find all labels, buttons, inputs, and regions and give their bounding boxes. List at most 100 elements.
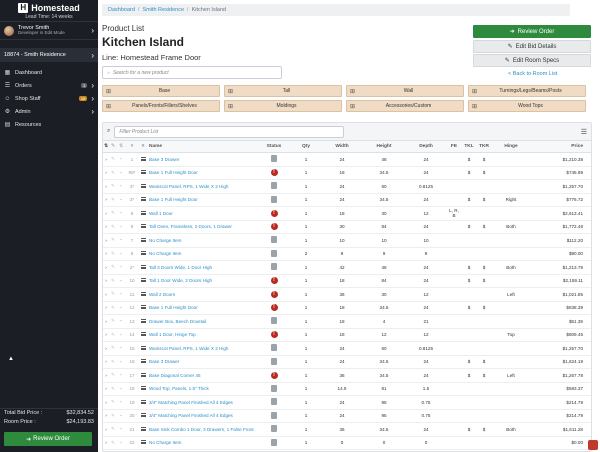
edit-icon[interactable]: ✎ [109, 399, 117, 405]
menu-icon[interactable] [139, 440, 147, 445]
warning-icon[interactable]: ! [271, 223, 278, 230]
edit-icon[interactable]: ✎ [109, 345, 117, 351]
table-row[interactable]: › ✎ ⌁ 19 3/4" Matching Panel Finished All 4 … [103, 396, 591, 410]
link-icon[interactable]: ⌁ [117, 345, 125, 351]
product-name-link[interactable]: Base 3 Drawer [147, 157, 257, 162]
menu-icon[interactable] [139, 170, 147, 175]
project-selector[interactable]: 18874 - Smith Residence › [0, 48, 98, 62]
edit-icon[interactable]: ✎ [109, 170, 117, 176]
product-name-link[interactable]: Wainscot Panel, RPS, 1 Wide X 2 High [147, 346, 257, 351]
category-wall[interactable]: ⊞ Wall [346, 85, 464, 97]
warning-icon[interactable]: ! [271, 169, 278, 176]
category-moldings[interactable]: ⊞ Moldings [224, 100, 342, 112]
table-row[interactable]: › ✎ ⌁ 17 Base Diagonal Corner 45! 1 36 34.5 24 $ $… [103, 369, 591, 383]
sidebar-review-order-button[interactable]: ➜ Review Order [4, 432, 92, 446]
menu-icon[interactable] [139, 184, 147, 189]
menu-icon[interactable] [139, 157, 147, 162]
menu-icon[interactable] [139, 332, 147, 337]
link-icon[interactable]: ⌁ [117, 426, 125, 432]
link-icon[interactable]: ⌁ [117, 156, 125, 162]
edit-icon[interactable]: ✎ [109, 291, 117, 297]
product-name-link[interactable]: Tall 1 Door Wide, 2 Doors High [147, 278, 257, 283]
table-row[interactable]: › ✎ ⌁ 8 No Charge Item 2 9 9 9 $90.00 [103, 248, 591, 262]
sidebar-item-dashboard[interactable]: ▦ Dashboard [0, 66, 98, 79]
caret-up-icon[interactable]: ▲ [8, 356, 14, 362]
menu-icon[interactable] [139, 224, 147, 229]
document-icon[interactable] [271, 412, 277, 419]
col-name[interactable]: Name [147, 144, 257, 149]
product-name-link[interactable]: Base 1 Full Height Door [147, 197, 257, 202]
table-row[interactable]: › ✎ ⌁ 18 Wood Top, Panels, 1.5" Thick 1 14.5 81… [103, 383, 591, 397]
edit-icon[interactable]: ✎ [109, 386, 117, 392]
col-tkr[interactable]: TKR [477, 144, 491, 149]
table-row[interactable]: › ✎ ⌁ 3* Base 1 Full Height Door 1 24 34.5 24 $ $ R… [103, 194, 591, 208]
filter-product-list-input[interactable]: Filter Product List [114, 126, 344, 138]
product-name-link[interactable]: 3/4" Matching Panel Finished All 4 Edges [147, 413, 257, 418]
table-row[interactable]: › ✎ ⌁ 5 Wall 1 Door! 1 18 30 12 L, R, B $2,613.41 [103, 207, 591, 221]
table-row[interactable]: › ✎ ⌁ 6 Tall Oven, Frameless, 2 Doors, 1 Dra… [103, 221, 591, 235]
document-icon[interactable] [271, 317, 277, 324]
col-qty[interactable]: Qty [291, 144, 321, 149]
category-accessories-custom[interactable]: ⊞ Accessories/Custom [346, 100, 464, 112]
edit-icon[interactable]: ✎ [109, 305, 117, 311]
menu-icon[interactable] [139, 427, 147, 432]
product-name-link[interactable]: Base 1 Full Height Door [147, 170, 257, 175]
col-depth[interactable]: Depth [405, 144, 447, 149]
menu-icon[interactable] [139, 211, 147, 216]
edit-icon[interactable]: ✎ [109, 156, 117, 162]
document-icon[interactable] [271, 196, 277, 203]
product-name-link[interactable]: 3/4" Matching Panel Finished All 4 Edges [147, 400, 257, 405]
link-icon[interactable]: ⌁ [117, 332, 125, 338]
table-row[interactable]: › ✎ ⌁ 20 3/4" Matching Panel Finished All 4 … [103, 410, 591, 424]
product-name-link[interactable]: Drawer Box, Beech Dovetail [147, 319, 257, 324]
menu-icon[interactable] [139, 319, 147, 324]
breadcrumb-residence[interactable]: Smith Residence [142, 7, 184, 13]
table-row[interactable]: › ✎ ⌁ 21 Base Sink Combo 1 Door, 3 Drawers, … [103, 423, 591, 437]
link-icon[interactable]: ⌁ [117, 386, 125, 392]
product-name-link[interactable]: No Charge Item [147, 440, 257, 445]
edit-icon[interactable]: ✎ [109, 278, 117, 284]
link-icon[interactable]: ⌁ [117, 170, 125, 176]
warning-icon[interactable]: ! [271, 331, 278, 338]
table-row[interactable]: › ✎ ⌁ 2* Tall 3 Doors Wide, 1 Door High 1 42 48… [103, 261, 591, 275]
menu-icon[interactable] [139, 386, 147, 391]
category-tall[interactable]: ⊞ Tall [224, 85, 342, 97]
product-name-link[interactable]: Wall 1 Door [147, 211, 257, 216]
document-icon[interactable] [271, 263, 277, 270]
warning-icon[interactable]: ! [271, 291, 278, 298]
document-icon[interactable] [271, 398, 277, 405]
edit-icon[interactable]: ✎ [109, 359, 117, 365]
category-wood-tops[interactable]: ⊞ Wood Tops [468, 100, 586, 112]
sidebar-item-orders[interactable]: ☰ Orders 3 › [0, 79, 98, 92]
table-row[interactable]: › ✎ ⌁ 11 Wall 2 Doors! 1 36 30 12 Left $1,021.85 [103, 288, 591, 302]
product-name-link[interactable]: Wall 2 Doors [147, 292, 257, 297]
product-name-link[interactable]: Base Sink Combo 1 Door, 3 Drawers, 1 Fal… [147, 427, 257, 432]
document-icon[interactable] [271, 358, 277, 365]
sidebar-item-admin[interactable]: ⚙ Admin › [0, 105, 98, 118]
table-row[interactable]: › ✎ ⌁ 16 Base 3 Drawer 1 24 34.5 24 $ $ $1,624.19 [103, 356, 591, 370]
link-icon[interactable]: ⌁ [117, 359, 125, 365]
product-name-link[interactable]: No Charge Item [147, 238, 257, 243]
link-icon[interactable]: ⌁ [117, 210, 125, 216]
sidebar-item-resources[interactable]: ▤ Resources [0, 118, 98, 131]
edit-room-specs-button[interactable]: ✎ Edit Room Specs [473, 54, 591, 67]
edit-icon[interactable]: ✎ [109, 224, 117, 230]
menu-icon[interactable] [139, 251, 147, 256]
edit-icon[interactable]: ✎ [109, 318, 117, 324]
document-icon[interactable] [271, 182, 277, 189]
warning-icon[interactable]: ! [271, 304, 278, 311]
sidebar-item-shop-staff[interactable]: ☺ Shop Staff 16 › [0, 92, 98, 105]
warning-icon[interactable]: ! [271, 210, 278, 217]
table-row[interactable]: › ✎ ⌁ 13 Drawer Box, Beech Dovetail 1 18 4 21 $51… [103, 315, 591, 329]
table-row[interactable]: › ✎ ⌁ 15 Wainscot Panel, RPS, 1 Wide X 2 Hig… [103, 342, 591, 356]
edit-icon[interactable]: ✎ [109, 372, 117, 378]
product-name-link[interactable]: Wall 1 Door, Hinge Top [147, 332, 257, 337]
link-icon[interactable]: ⌁ [117, 197, 125, 203]
link-icon[interactable]: ⌁ [117, 264, 125, 270]
table-row[interactable]: › ✎ ⌁ 12 Base 1 Full Height Door! 1 18 34.5 24 $ $… [103, 302, 591, 316]
edit-icon[interactable]: ✎ [109, 197, 117, 203]
menu-icon[interactable] [139, 197, 147, 202]
link-icon[interactable]: ⌁ [117, 305, 125, 311]
settings-bars-icon[interactable]: ☰ [581, 128, 587, 136]
table-row[interactable]: › ✎ ⌁ 99* Base 1 Full Height Door! 1 18 34.5 24 $… [103, 167, 591, 181]
